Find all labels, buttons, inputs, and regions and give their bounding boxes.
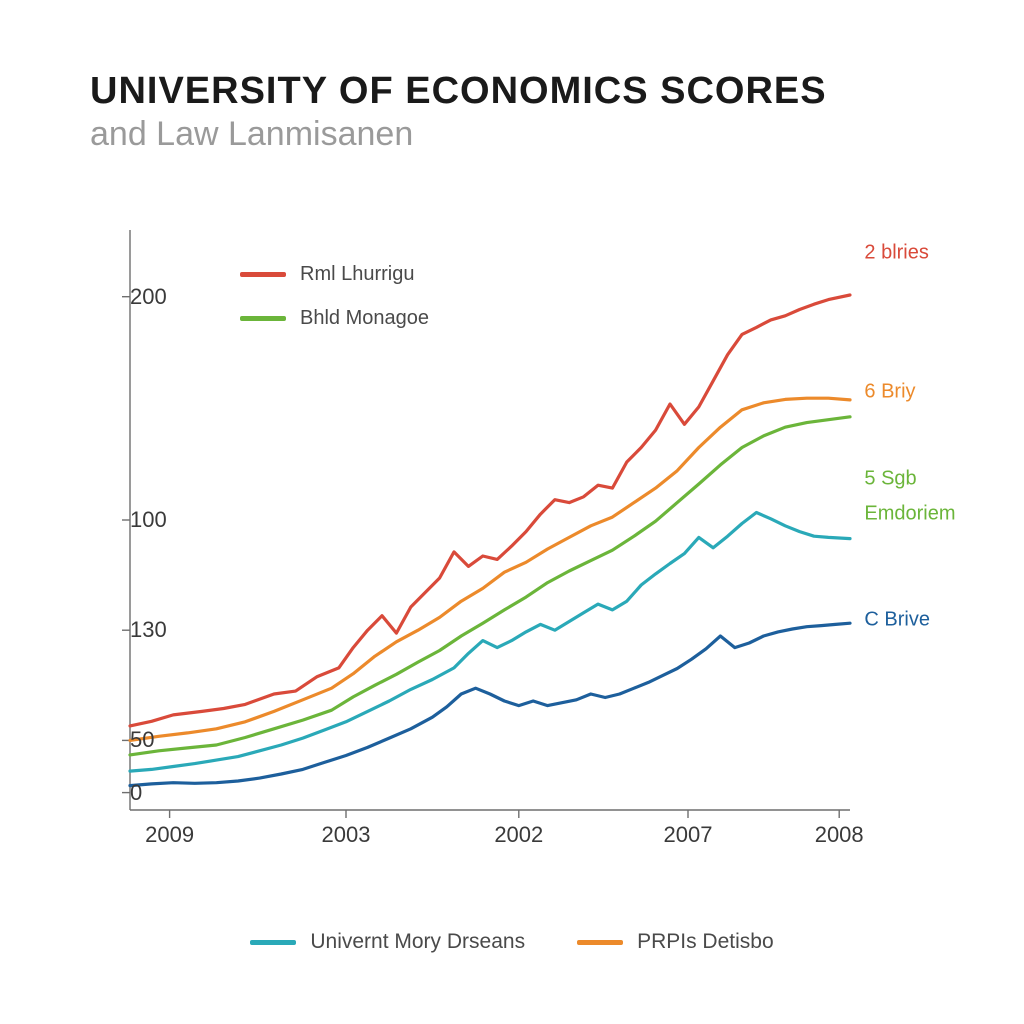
- y-axis-tick-label: 0: [130, 780, 138, 806]
- x-axis-tick-label: 2002: [494, 810, 543, 848]
- y-axis-tick-label: 200: [130, 284, 138, 310]
- title-line1: UNIVERSITY OF ECONOMICS SCORES: [90, 70, 827, 113]
- legend-item: Rml Lhurrigu: [240, 252, 429, 296]
- y-axis-tick-label: 50: [130, 727, 138, 753]
- legend-top: Rml Lhurrigu Bhld Monagoe: [240, 252, 429, 340]
- legend-bottom: Univernt Mory Drseans PRPIs Detisbo: [0, 930, 1024, 954]
- series-line-red: [130, 295, 850, 726]
- legend-label: PRPIs Detisbo: [637, 930, 774, 954]
- legend-swatch: [240, 272, 286, 277]
- page: UNIVERSITY OF ECONOMICS SCORES and Law L…: [0, 0, 1024, 1024]
- x-axis-tick-label: 2007: [664, 810, 713, 848]
- series-end-label: C Brive: [864, 609, 930, 632]
- legend-label: Rml Lhurrigu: [300, 263, 414, 286]
- title-block: UNIVERSITY OF ECONOMICS SCORES and Law L…: [90, 70, 827, 154]
- series-end-label: 2 blries: [864, 242, 928, 265]
- y-axis-tick-label: 100: [130, 507, 138, 533]
- series-line-teal: [130, 513, 850, 772]
- chart-area: 200100130500200920032002200720082 blries…: [90, 230, 920, 850]
- legend-label: Bhld Monagoe: [300, 307, 429, 330]
- legend-item: PRPIs Detisbo: [577, 930, 774, 954]
- line-chart: [90, 230, 920, 850]
- x-axis-tick-label: 2003: [322, 810, 371, 848]
- legend-swatch: [240, 316, 286, 321]
- legend-swatch: [250, 940, 296, 945]
- legend-swatch: [577, 940, 623, 945]
- series-end-label: 5 Sgb: [864, 468, 916, 491]
- series-end-label: 6 Briy: [864, 381, 915, 404]
- legend-item: Bhld Monagoe: [240, 296, 429, 340]
- legend-label: Univernt Mory Drseans: [310, 930, 525, 954]
- series-end-label: Emdoriem: [864, 503, 955, 526]
- x-axis-tick-label: 2009: [145, 810, 194, 848]
- title-line2: and Law Lanmisanen: [90, 115, 827, 154]
- y-axis-tick-label: 130: [130, 617, 138, 643]
- legend-item: Univernt Mory Drseans: [250, 930, 525, 954]
- x-axis-tick-label: 2008: [815, 810, 864, 848]
